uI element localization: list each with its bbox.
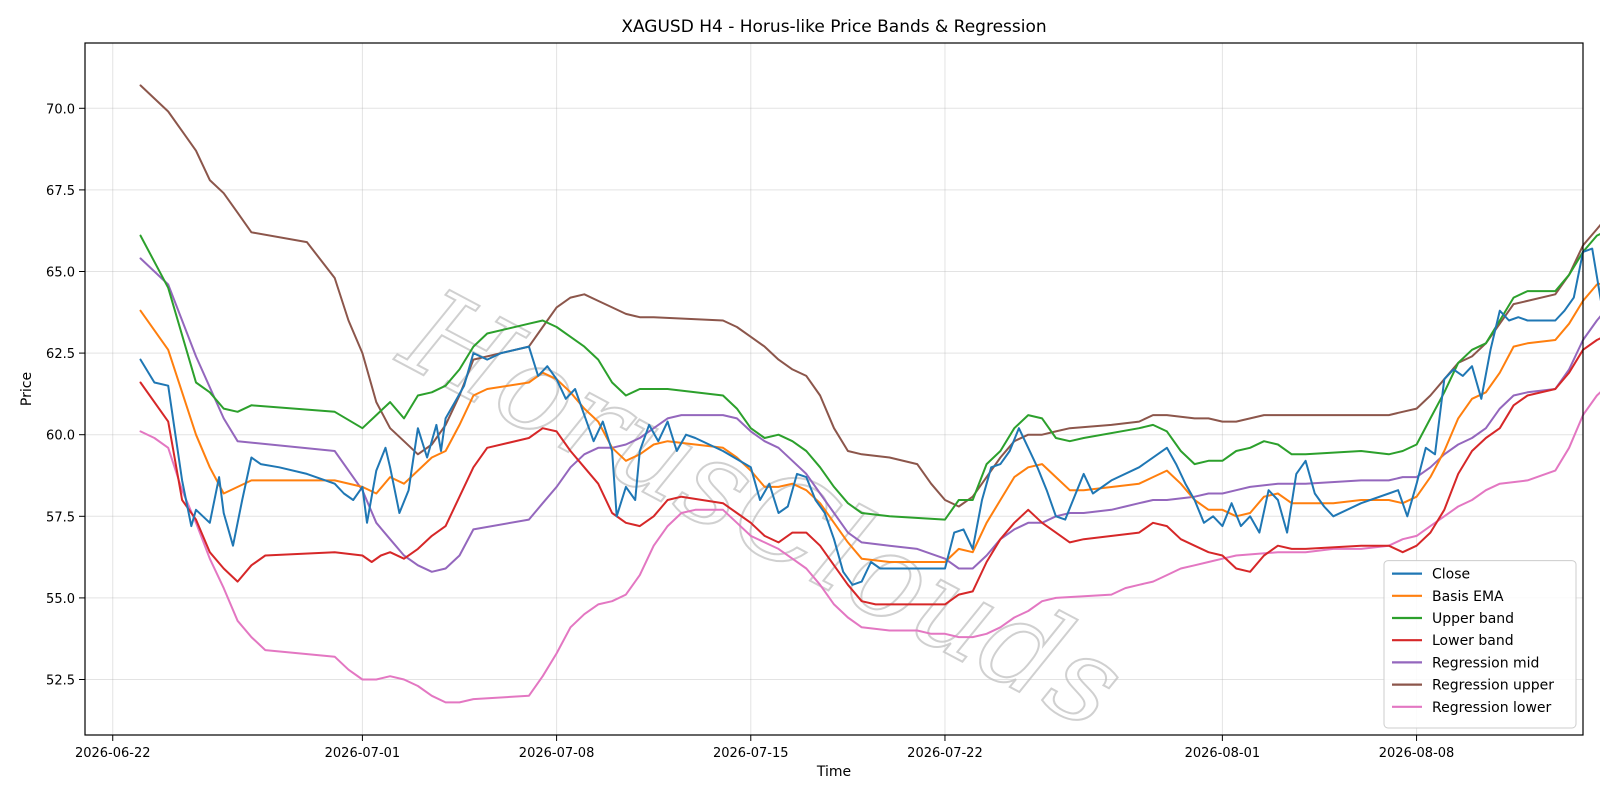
series-layer: [139, 84, 1600, 704]
y-axis-ticks: 52.5 55.0 57.5 60.0 62.5 65.0 67.5 70.0: [46, 102, 85, 689]
chart-title: XAGUSD H4 - Horus-like Price Bands & Reg…: [621, 17, 1046, 37]
series-line-regression-upper: [139, 84, 1600, 508]
x-axis-label: Time: [816, 764, 851, 780]
y-tick-label: 67.5: [46, 184, 75, 199]
legend-label: Close: [1432, 567, 1470, 583]
x-tick-label: 2026-06-22: [75, 746, 151, 761]
y-tick-label: 60.0: [46, 429, 75, 444]
series-line-regression-lower: [139, 391, 1600, 704]
legend-label: Regression upper: [1432, 678, 1554, 694]
series-line-regression-mid: [139, 257, 1600, 573]
x-tick-label: 2026-08-08: [1379, 746, 1455, 761]
y-axis-label: Price: [19, 372, 35, 406]
plot-frame: [84, 42, 1584, 736]
x-tick-label: 2026-07-22: [907, 746, 983, 761]
legend-label: Upper band: [1432, 611, 1514, 627]
x-tick-label: 2026-08-01: [1185, 746, 1261, 761]
y-tick-label: 70.0: [46, 102, 75, 117]
x-axis-ticks: 2026-06-22 2026-07-01 2026-07-08 2026-07-15…: [75, 735, 1454, 761]
x-tick-label: 2026-07-08: [519, 746, 595, 761]
y-tick-label: 62.5: [46, 347, 75, 362]
y-tick-label: 65.0: [46, 265, 75, 280]
series-line-lower-band: [139, 337, 1600, 606]
legend-label: Lower band: [1432, 633, 1514, 649]
legend-label: Regression mid: [1432, 655, 1539, 671]
series-line-upper-band: [139, 233, 1600, 521]
series-line-basis-ema: [139, 282, 1600, 563]
legend-label: Basis EMA: [1432, 589, 1504, 605]
y-tick-label: 55.0: [46, 592, 75, 607]
legend-label: Regression lower: [1432, 700, 1552, 716]
y-tick-label: 52.5: [46, 674, 75, 689]
y-tick-label: 57.5: [46, 510, 75, 525]
legend-box: [1383, 560, 1577, 729]
series-line-close: [139, 247, 1600, 586]
x-tick-label: 2026-07-15: [713, 746, 789, 761]
legend: Close Basis EMA Upper band Lower band Regres…: [1383, 560, 1577, 729]
x-tick-label: 2026-07-01: [325, 746, 401, 761]
